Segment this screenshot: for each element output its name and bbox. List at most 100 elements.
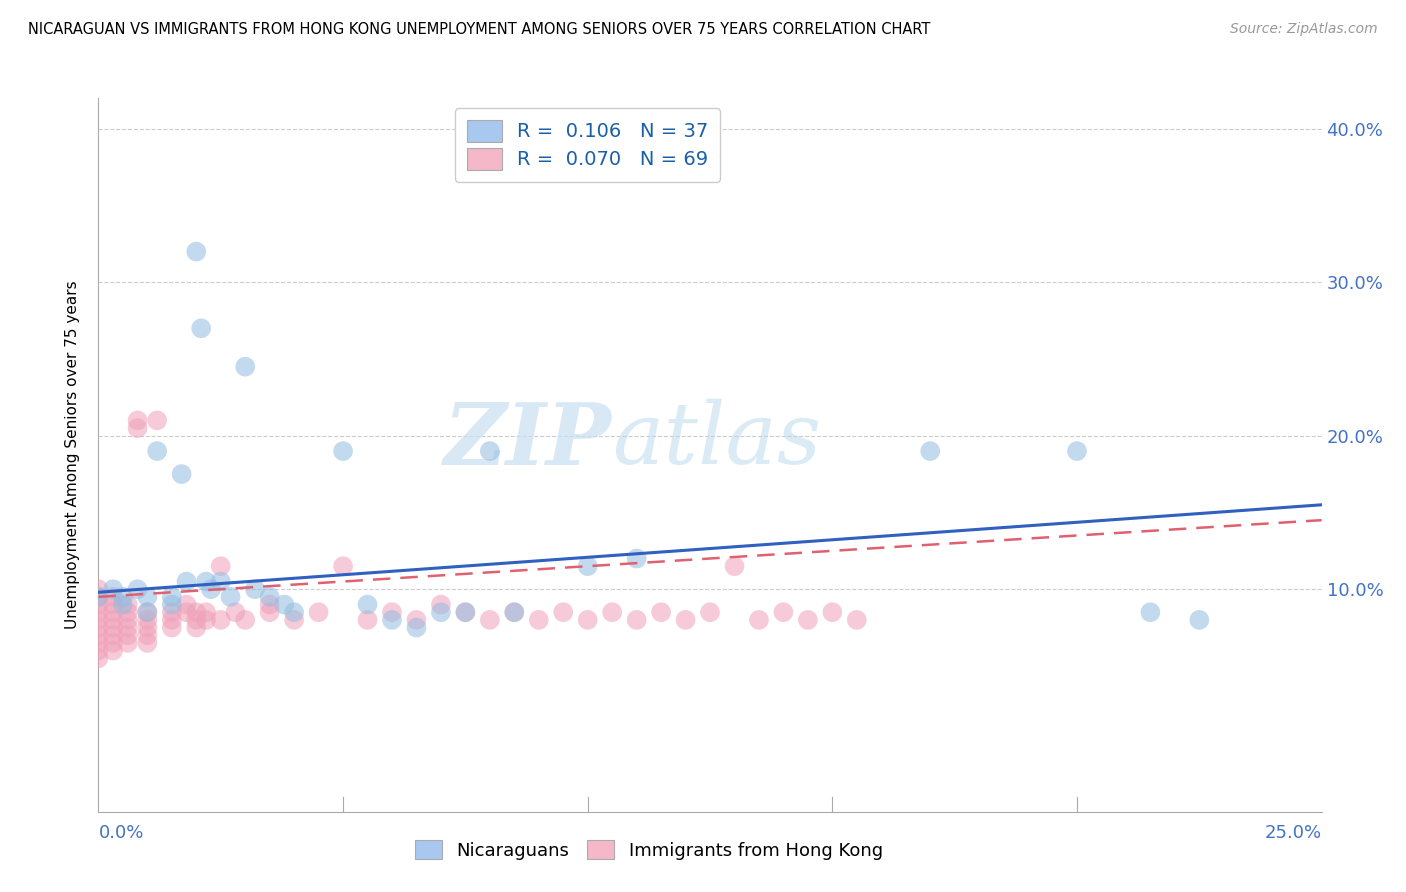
Point xyxy=(821,605,844,619)
Point xyxy=(209,613,232,627)
Text: NICARAGUAN VS IMMIGRANTS FROM HONG KONG UNEMPLOYMENT AMONG SENIORS OVER 75 YEARS: NICARAGUAN VS IMMIGRANTS FROM HONG KONG … xyxy=(28,22,931,37)
Point xyxy=(381,613,404,627)
Point xyxy=(650,605,672,619)
Point xyxy=(527,613,550,627)
Point xyxy=(576,559,599,574)
Point xyxy=(101,621,124,635)
Text: 25.0%: 25.0% xyxy=(1264,824,1322,842)
Point xyxy=(160,590,183,604)
Y-axis label: Unemployment Among Seniors over 75 years: Unemployment Among Seniors over 75 years xyxy=(65,281,80,629)
Point xyxy=(101,598,124,612)
Point xyxy=(233,613,256,627)
Point xyxy=(209,559,232,574)
Point xyxy=(224,605,246,619)
Point xyxy=(920,444,942,458)
Point xyxy=(699,605,721,619)
Point xyxy=(117,621,139,635)
Point xyxy=(259,598,281,612)
Point xyxy=(748,613,770,627)
Point xyxy=(87,605,110,619)
Point xyxy=(600,605,623,619)
Point xyxy=(117,605,139,619)
Point xyxy=(176,598,198,612)
Point xyxy=(626,613,648,627)
Point xyxy=(127,582,149,597)
Point xyxy=(845,613,868,627)
Point xyxy=(503,605,526,619)
Point xyxy=(454,605,477,619)
Point xyxy=(160,605,183,619)
Point xyxy=(101,582,124,597)
Point xyxy=(117,598,139,612)
Point xyxy=(209,574,232,589)
Point xyxy=(136,628,159,642)
Point xyxy=(87,590,110,604)
Point xyxy=(160,613,183,627)
Point xyxy=(259,590,281,604)
Point xyxy=(797,613,820,627)
Point xyxy=(200,582,222,597)
Point xyxy=(87,590,110,604)
Point xyxy=(117,613,139,627)
Point xyxy=(243,582,266,597)
Point xyxy=(160,621,183,635)
Point xyxy=(101,636,124,650)
Point xyxy=(576,613,599,627)
Point xyxy=(101,628,124,642)
Legend: Nicaraguans, Immigrants from Hong Kong: Nicaraguans, Immigrants from Hong Kong xyxy=(408,833,890,867)
Point xyxy=(356,613,378,627)
Point xyxy=(146,444,169,458)
Point xyxy=(136,590,159,604)
Point xyxy=(117,628,139,642)
Point xyxy=(101,590,124,604)
Point xyxy=(675,613,697,627)
Point xyxy=(308,605,330,619)
Point xyxy=(87,582,110,597)
Point xyxy=(101,613,124,627)
Text: Source: ZipAtlas.com: Source: ZipAtlas.com xyxy=(1230,22,1378,37)
Point xyxy=(195,574,218,589)
Point xyxy=(283,605,305,619)
Point xyxy=(160,598,183,612)
Point xyxy=(87,628,110,642)
Point xyxy=(117,636,139,650)
Point xyxy=(186,244,208,259)
Point xyxy=(430,605,453,619)
Point xyxy=(127,413,149,427)
Point xyxy=(146,413,169,427)
Point xyxy=(176,605,198,619)
Point xyxy=(553,605,575,619)
Point xyxy=(170,467,193,482)
Point xyxy=(356,598,378,612)
Point xyxy=(87,651,110,665)
Point xyxy=(87,598,110,612)
Text: atlas: atlas xyxy=(612,400,821,482)
Point xyxy=(136,613,159,627)
Point xyxy=(87,643,110,657)
Point xyxy=(111,598,134,612)
Point xyxy=(381,605,404,619)
Point xyxy=(101,605,124,619)
Point xyxy=(478,613,501,627)
Point xyxy=(626,551,648,566)
Point xyxy=(101,643,124,657)
Point xyxy=(176,574,198,589)
Point xyxy=(186,605,208,619)
Point xyxy=(405,621,427,635)
Point xyxy=(503,605,526,619)
Point xyxy=(430,598,453,612)
Text: ZIP: ZIP xyxy=(444,399,612,483)
Point xyxy=(219,590,242,604)
Point xyxy=(186,613,208,627)
Point xyxy=(136,605,159,619)
Point xyxy=(332,444,354,458)
Point xyxy=(111,590,134,604)
Point xyxy=(87,621,110,635)
Point xyxy=(454,605,477,619)
Point xyxy=(233,359,256,374)
Point xyxy=(186,621,208,635)
Point xyxy=(195,605,218,619)
Point xyxy=(127,421,149,435)
Point xyxy=(259,605,281,619)
Point xyxy=(1139,605,1161,619)
